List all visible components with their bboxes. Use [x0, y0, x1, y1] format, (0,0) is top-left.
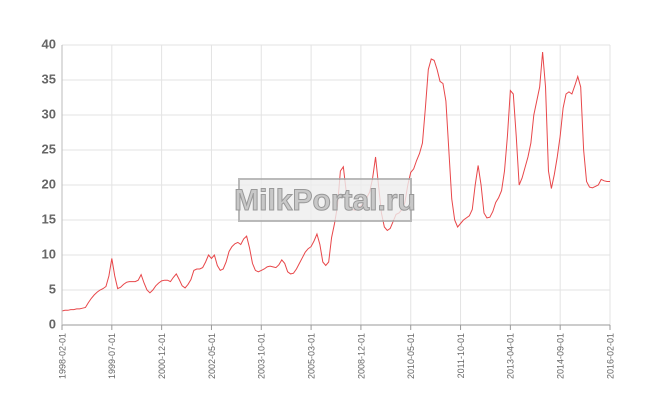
x-tick-label: 2010-05-01 [406, 333, 416, 379]
y-tick-label: 20 [42, 176, 56, 191]
x-tick-label: 2014-09-01 [556, 333, 566, 379]
x-tick-label: 1998-02-01 [57, 333, 67, 379]
watermark-box [238, 178, 412, 222]
x-tick-label: 2008-12-01 [356, 333, 366, 379]
watermark-text: MilkPortal.ru [234, 184, 416, 217]
y-tick-label: 10 [42, 246, 56, 261]
x-tick-label: 2003-10-01 [257, 333, 267, 379]
y-tick-label: 30 [42, 106, 56, 121]
x-tick-label: 2000-12-01 [157, 333, 167, 379]
y-tick-label: 5 [49, 281, 56, 296]
y-tick-label: 35 [42, 71, 56, 86]
x-tick-label: 2002-05-01 [207, 333, 217, 379]
watermark: MilkPortal.ru [234, 178, 416, 222]
y-tick-label: 0 [49, 316, 56, 331]
x-tick-label: 2016-02-01 [605, 333, 615, 379]
y-tick-label: 15 [42, 211, 56, 226]
x-tick-label: 2013-04-01 [506, 333, 516, 379]
y-tick-label: 40 [42, 36, 56, 51]
x-tick-label: 1999-07-01 [107, 333, 117, 379]
x-tick-label: 2005-03-01 [306, 333, 316, 379]
y-tick-label: 25 [42, 141, 56, 156]
x-tick-label: 2011-10-01 [456, 333, 466, 378]
